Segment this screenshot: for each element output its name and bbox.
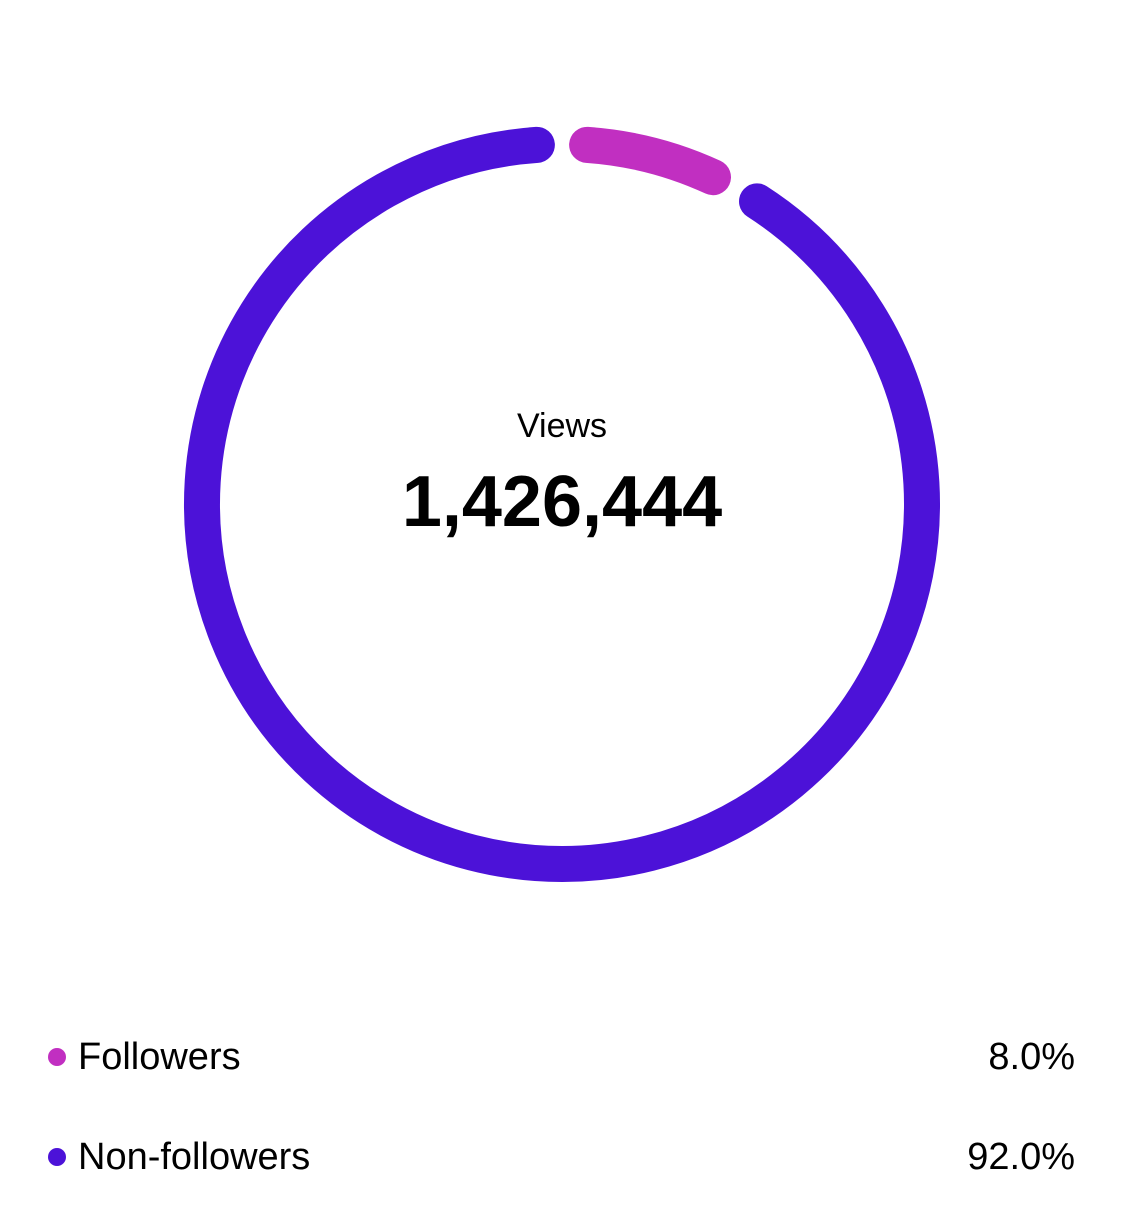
donut-segment: [569, 126, 732, 196]
legend-value: 8.0%: [988, 1036, 1075, 1078]
donut-segment: [184, 126, 940, 882]
center-label: Views: [517, 407, 607, 445]
center-total: 1,426,444: [402, 462, 722, 542]
legend-label: Non-followers: [78, 1136, 310, 1178]
legend-dot: [48, 1048, 66, 1066]
legend-label: Followers: [78, 1036, 241, 1078]
legend-value: 92.0%: [967, 1136, 1075, 1178]
legend-dot: [48, 1148, 66, 1166]
